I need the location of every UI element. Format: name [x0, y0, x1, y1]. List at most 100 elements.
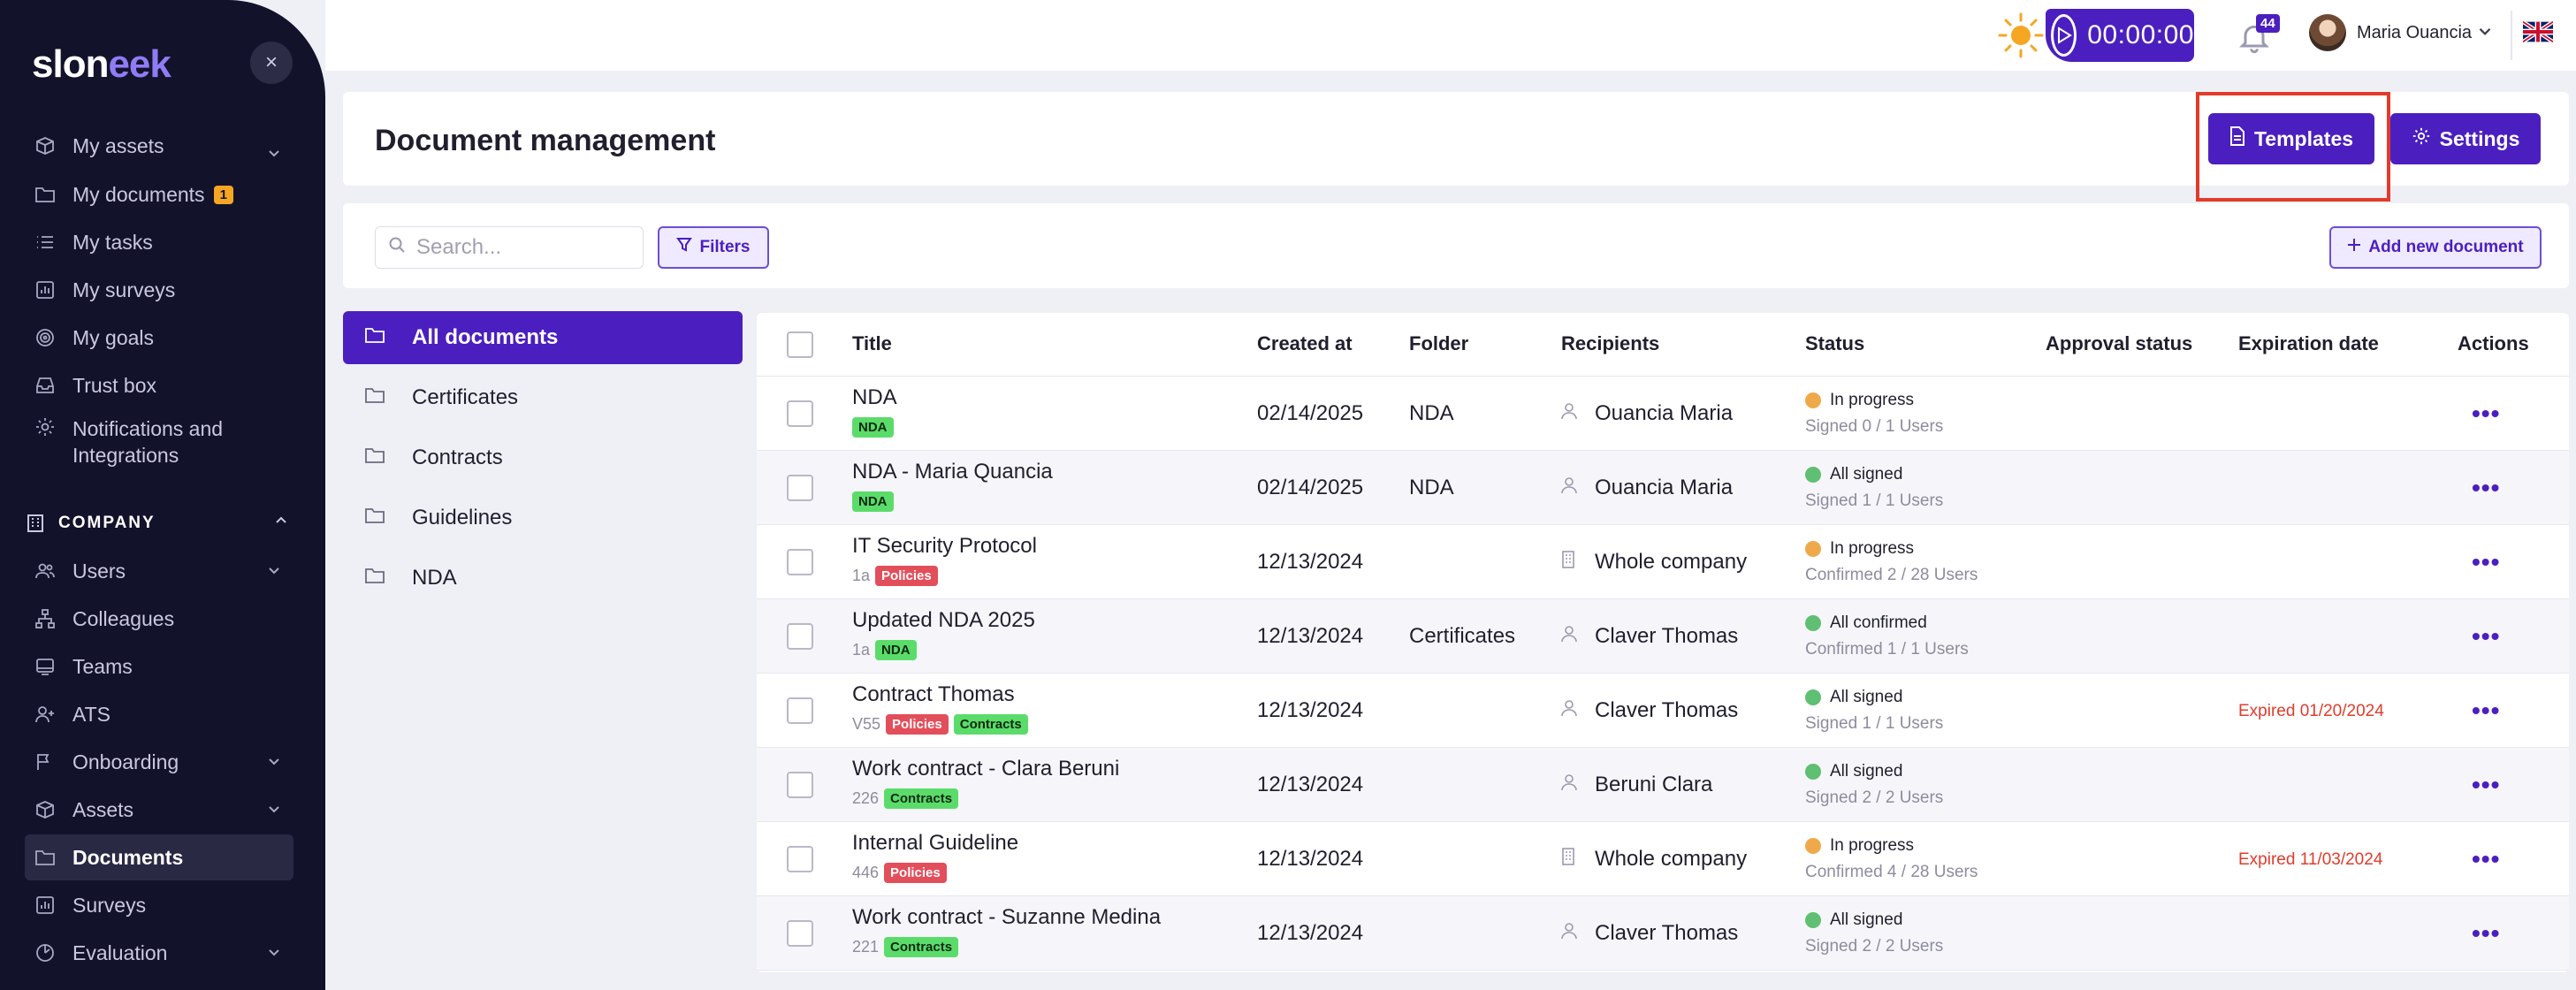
column-expiration-date[interactable]: Expiration date: [2238, 332, 2379, 354]
sun-icon[interactable]: [1996, 11, 2046, 60]
table-row[interactable]: NDA - Maria Quancia NDA 02/14/2025 NDA Ouanc…: [757, 451, 2569, 525]
search-field[interactable]: [375, 226, 644, 269]
table-row[interactable]: IT Security Protocol 1a Policies 12/13/2024…: [757, 525, 2569, 599]
document-title[interactable]: Contract Thomas: [852, 682, 1015, 706]
folder-label: NDA: [412, 566, 457, 590]
row-checkbox[interactable]: [787, 846, 813, 872]
status-label: All signed: [1830, 762, 1903, 781]
chart-icon: [34, 894, 57, 917]
folder-all-documents[interactable]: All documents: [343, 311, 743, 364]
more-actions-icon[interactable]: •••: [2472, 622, 2501, 650]
sidebar-item-users[interactable]: Users: [25, 548, 293, 594]
table-row[interactable]: Contract Thomas V55 Policies Contracts 12/13…: [757, 674, 2569, 748]
more-actions-icon[interactable]: •••: [2472, 919, 2501, 947]
time-tracker[interactable]: 00:00:00: [2046, 9, 2194, 62]
settings-button[interactable]: Settings: [2390, 113, 2541, 164]
row-checkbox[interactable]: [787, 400, 813, 427]
sidebar-item-label: Onboarding: [72, 750, 179, 773]
sidebar-item-assets[interactable]: Assets: [25, 787, 293, 833]
status-detail: Confirmed 4 / 28 Users: [1805, 863, 1978, 881]
select-all-checkbox[interactable]: [787, 331, 813, 358]
user-icon: [1561, 698, 1579, 723]
column-created-at[interactable]: Created at: [1257, 332, 1353, 354]
building-icon: [25, 513, 46, 534]
column-title[interactable]: Title: [852, 332, 892, 354]
folder-name: Certificates: [1409, 624, 1516, 648]
document-title[interactable]: IT Security Protocol: [852, 534, 1037, 558]
uk-flag-icon[interactable]: [2523, 21, 2553, 42]
search-icon: [388, 235, 406, 260]
templates-button[interactable]: Templates: [2208, 113, 2374, 164]
folder-nda[interactable]: NDA: [343, 552, 743, 605]
notification-count-badge: 44: [2256, 14, 2280, 33]
table-row[interactable]: Updated NDA 2025 1a NDA 12/13/2024 Certifica…: [757, 599, 2569, 674]
document-meta: 226 Contracts: [852, 788, 964, 809]
close-sidebar-button[interactable]: ×: [250, 42, 293, 84]
sidebar-item-my-surveys[interactable]: My surveys: [25, 267, 293, 313]
chevron-down-icon[interactable]: [2475, 21, 2495, 41]
more-actions-icon[interactable]: •••: [2472, 697, 2501, 724]
user-icon: [1561, 624, 1579, 649]
row-checkbox[interactable]: [787, 920, 813, 947]
sidebar-item-my-documents[interactable]: My documents 1: [25, 171, 293, 217]
column-approval-status[interactable]: Approval status: [2046, 332, 2193, 354]
sidebar-item-evaluation[interactable]: Evaluation: [25, 930, 293, 976]
more-actions-icon[interactable]: •••: [2472, 771, 2501, 798]
status-dot: [1805, 615, 1821, 631]
add-new-document-button[interactable]: Add new document: [2329, 226, 2542, 269]
tag-policies: Policies: [886, 714, 949, 735]
row-checkbox[interactable]: [787, 697, 813, 724]
more-actions-icon[interactable]: •••: [2472, 548, 2501, 575]
search-input[interactable]: [416, 235, 620, 260]
sidebar-item-notifications-and-integrations[interactable]: Notifications and Integrations: [25, 410, 293, 472]
document-title[interactable]: Work contract - Clara Beruni: [852, 757, 1120, 781]
user-name[interactable]: Maria Ouancia: [2357, 23, 2473, 42]
document-title[interactable]: NDA - Maria Quancia: [852, 460, 1053, 484]
status: In progress Confirmed 4 / 28 Users: [1805, 836, 1978, 882]
sidebar-item-my-tasks[interactable]: My tasks: [25, 219, 293, 265]
document-title[interactable]: Work contract - Suzanne Medina: [852, 905, 1162, 929]
column-recipients[interactable]: Recipients: [1561, 332, 1660, 354]
table-row[interactable]: Work contract - Clara Beruni 226 Contracts…: [757, 748, 2569, 822]
logo[interactable]: sloneek: [32, 42, 171, 86]
row-checkbox[interactable]: [787, 623, 813, 650]
more-actions-icon[interactable]: •••: [2472, 845, 2501, 872]
plus-icon: [2347, 238, 2361, 257]
sidebar-item-teams[interactable]: Teams: [25, 644, 293, 689]
row-checkbox[interactable]: [787, 772, 813, 798]
folder-guidelines[interactable]: Guidelines: [343, 491, 743, 544]
filters-button[interactable]: Filters: [658, 226, 769, 269]
document-meta: V55 Policies Contracts: [852, 714, 1033, 735]
document-title[interactable]: Internal Guideline: [852, 831, 1019, 855]
sidebar-item-colleagues[interactable]: Colleagues: [25, 596, 293, 642]
created-at: 12/13/2024: [1257, 847, 1364, 871]
table-row[interactable]: Internal Guideline 446 Policies 12/13/2024 W…: [757, 822, 2569, 896]
table-row[interactable]: NDA NDA 02/14/2025 NDA Ouancia Maria In progr…: [757, 377, 2569, 451]
row-checkbox[interactable]: [787, 549, 813, 575]
table-row[interactable]: Work contract - Suzanne Medina 221 Contrac…: [757, 896, 2569, 971]
column-folder[interactable]: Folder: [1409, 332, 1469, 354]
sidebar-item-documents[interactable]: Documents: [25, 834, 293, 880]
sidebar-item-trust-box[interactable]: Trust box: [25, 362, 293, 408]
column-status[interactable]: Status: [1805, 332, 1865, 354]
more-actions-icon[interactable]: •••: [2472, 474, 2501, 501]
sidebar-item-ats[interactable]: ATS: [25, 691, 293, 737]
more-actions-icon[interactable]: •••: [2472, 400, 2501, 427]
box-icon: [34, 134, 57, 157]
play-icon[interactable]: [2051, 14, 2077, 57]
company-section-header[interactable]: COMPANY: [25, 509, 299, 537]
created-at: 02/14/2025: [1257, 401, 1364, 425]
document-title[interactable]: Updated NDA 2025: [852, 608, 1035, 632]
sidebar-item-onboarding[interactable]: Onboarding: [25, 739, 293, 785]
row-checkbox[interactable]: [787, 475, 813, 501]
folder-contracts[interactable]: Contracts: [343, 431, 743, 484]
sidebar-item-my-goals[interactable]: My goals: [25, 315, 293, 361]
document-title[interactable]: NDA: [852, 385, 897, 409]
document-version: 226: [852, 789, 880, 807]
sidebar-item-my-assets[interactable]: My assets: [25, 131, 293, 161]
sidebar-item-surveys[interactable]: Surveys: [25, 882, 293, 928]
avatar[interactable]: [2309, 14, 2346, 51]
folder-certificates[interactable]: Certificates: [343, 371, 743, 424]
folder-icon: [364, 446, 389, 471]
status-label: In progress: [1830, 391, 1915, 409]
